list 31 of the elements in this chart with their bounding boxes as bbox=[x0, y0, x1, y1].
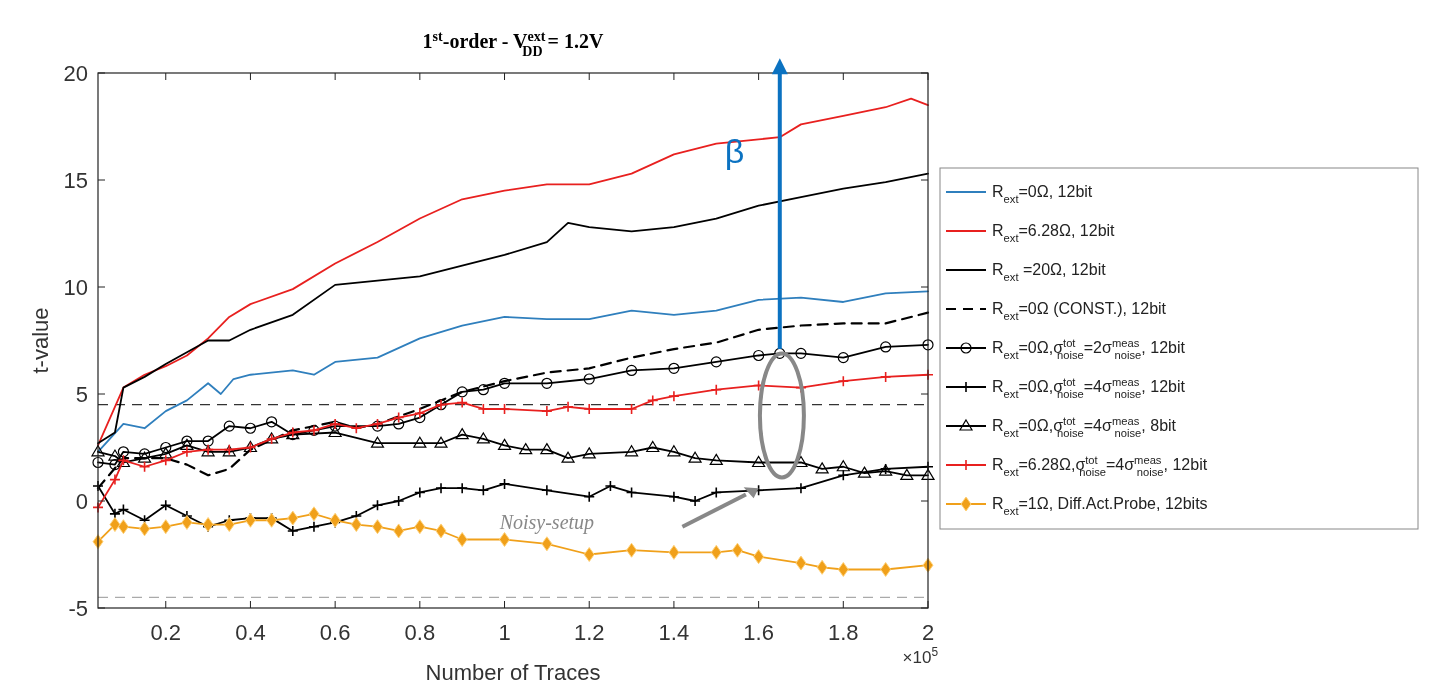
legend-label: R$_{ext}$=1Ω, Diff.Act.Probe, 12bits bbox=[992, 495, 1208, 517]
text: R$_{ext}$=0Ω,σ$^{tot}$$_{noise}$=4σ$^{meas}$$_{noise}$, 8bit bbox=[992, 415, 1177, 439]
text: R$_{ext}$=6.28Ω,σ$^{tot}$$_{noise}$=4σ$^{meas}$$_{noise}$, 12bit bbox=[992, 454, 1208, 478]
text: ×10$^{5}$ bbox=[902, 645, 939, 667]
x-tick-label: 1 bbox=[498, 620, 511, 645]
text: R$_{ext}$=0Ω,σ$^{tot}$$_{noise}$=4σ$^{meas}$$_{noise}$, 12bit bbox=[992, 376, 1185, 400]
text: R$_{ext}$=0Ω,σ$^{tot}$$_{noise}$=2σ$^{meas}$$_{noise}$, 12bit bbox=[992, 337, 1185, 361]
x-tick-label: 2 bbox=[921, 620, 935, 645]
x-tick-label: 0.6 bbox=[319, 620, 351, 645]
y-tick-label: 0 bbox=[75, 489, 88, 514]
y-tick-label: -5 bbox=[68, 596, 88, 621]
annotation: Noisy-setup bbox=[498, 510, 595, 534]
x-tick-label: 0.4 bbox=[235, 620, 266, 645]
legend-label: R$_{ext}$=0Ω, 12bit bbox=[992, 183, 1093, 205]
x-tick-label: 1.6 bbox=[743, 620, 774, 645]
annotation: β bbox=[724, 131, 745, 170]
x-tick-label: 0.8 bbox=[404, 620, 436, 645]
y-tick-label: 5 bbox=[75, 382, 88, 407]
y-tick-label: 20 bbox=[63, 61, 88, 86]
y-tick-label: 10 bbox=[63, 275, 88, 300]
x-tick-label: 1.4 bbox=[658, 620, 690, 645]
x-tick-label: 0.2 bbox=[150, 620, 182, 645]
y-axis-title: t-value bbox=[28, 307, 53, 374]
y-tick-label: 15 bbox=[63, 168, 88, 193]
legend-label: R$_{ext}$ =20Ω, 12bit bbox=[992, 261, 1107, 283]
legend-label: R$_{ext}$=6.28Ω, 12bit bbox=[992, 222, 1116, 244]
x-axis-title: Number of Traces bbox=[425, 660, 601, 685]
x-tick-label: 1.8 bbox=[828, 620, 859, 645]
chart-title: 1$^{st}$-order - V$^{ext}$$_{DD}$ = 1.2V bbox=[422, 28, 604, 59]
legend-label: R$_{ext}$=0Ω (CONST.), 12bit bbox=[992, 300, 1167, 322]
x-tick-label: 1.2 bbox=[573, 620, 605, 645]
